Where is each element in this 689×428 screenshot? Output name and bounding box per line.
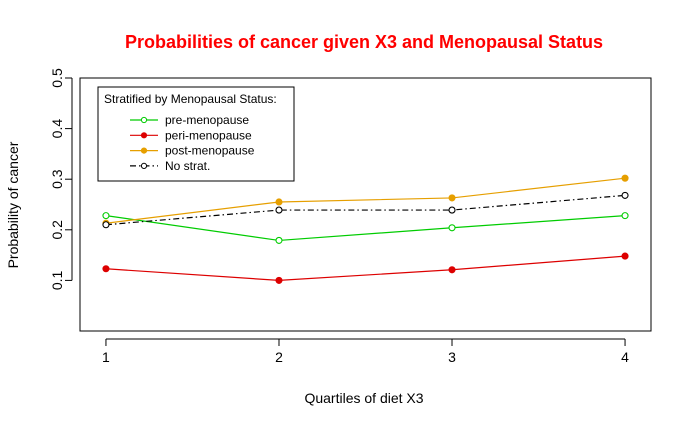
series-line xyxy=(105,215,626,242)
legend-marker xyxy=(140,162,148,169)
data-point xyxy=(448,266,456,274)
legend-label: peri-menopause xyxy=(165,128,252,142)
series-pre-menopause xyxy=(102,212,629,244)
x-tick-label: 1 xyxy=(102,349,110,365)
x-tick-label: 4 xyxy=(621,349,629,365)
y-tick-label: 0.3 xyxy=(49,169,65,189)
data-point xyxy=(621,191,629,199)
legend-item: peri-menopause xyxy=(130,128,252,142)
data-point xyxy=(621,212,629,220)
data-point xyxy=(102,212,110,220)
chart-title: Probabilities of cancer given X3 and Men… xyxy=(125,32,603,52)
data-point xyxy=(275,206,283,214)
data-point xyxy=(102,221,110,229)
y-tick-label: 0.2 xyxy=(49,220,65,240)
legend-label: No strat. xyxy=(165,159,210,173)
series-post-menopause xyxy=(102,174,629,227)
x-axis: 1 2 3 4 xyxy=(102,338,629,365)
data-point xyxy=(275,276,283,284)
data-point xyxy=(621,252,629,260)
legend-label: post-menopause xyxy=(165,144,255,158)
series-line xyxy=(105,194,626,226)
x-tick-label: 3 xyxy=(448,349,456,365)
data-point xyxy=(275,236,283,244)
legend-marker xyxy=(140,147,148,154)
legend-label: pre-menopause xyxy=(165,113,249,127)
y-tick-label: 0.1 xyxy=(49,270,65,290)
data-point xyxy=(275,198,283,206)
x-tick-label: 2 xyxy=(275,349,283,365)
data-point xyxy=(448,224,456,232)
series-no-strat xyxy=(102,191,629,229)
legend-marker xyxy=(140,116,148,124)
y-tick-label: 0.4 xyxy=(49,119,65,139)
series-layer xyxy=(102,174,629,284)
data-point xyxy=(448,194,456,202)
legend-title: Stratified by Menopausal Status: xyxy=(104,92,277,106)
data-point xyxy=(621,174,629,182)
plot-frame xyxy=(79,77,652,332)
series-line xyxy=(105,177,626,224)
legend-item: pre-menopause xyxy=(130,113,249,127)
legend-marker xyxy=(140,132,148,139)
data-point xyxy=(102,265,110,273)
y-axis-label: Probability of cancer xyxy=(5,141,21,268)
series-peri-menopause xyxy=(102,252,629,284)
y-axis: 0.1 0.2 0.3 0.4 0.5 xyxy=(49,68,73,290)
legend-item: post-menopause xyxy=(130,144,255,158)
x-axis-label: Quartiles of diet X3 xyxy=(304,390,423,406)
legend-item: No strat. xyxy=(130,159,210,173)
y-tick-label: 0.5 xyxy=(49,68,65,88)
data-point xyxy=(448,206,456,214)
series-line xyxy=(105,255,626,282)
legend: Stratified by Menopausal Status: pre-men… xyxy=(97,86,295,182)
